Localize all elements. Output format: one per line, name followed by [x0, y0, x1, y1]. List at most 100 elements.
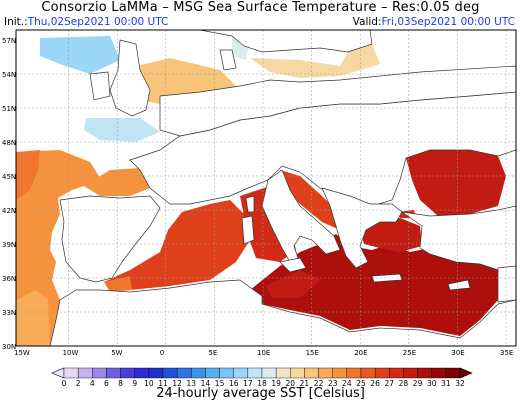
land-sardinia — [241, 215, 255, 245]
sst-alboran — [104, 276, 132, 292]
land-levant — [497, 265, 516, 303]
land-iberia — [59, 195, 161, 283]
latitude-label: 33N — [2, 309, 16, 317]
colorbar-tick-label: 2 — [76, 379, 81, 388]
colorbar-swatch — [304, 367, 319, 379]
colorbar-tick-label: 11 — [158, 379, 168, 388]
colorbar-tick-label: 23 — [328, 379, 338, 388]
valid-time: Valid:Fri,03Sep2021 00:00 UTC — [353, 16, 515, 28]
colorbar-swatch — [417, 367, 432, 379]
colorbar-tick-label: 22 — [314, 379, 324, 388]
colorbar-tick-label: 21 — [300, 379, 310, 388]
init-label: Init.: — [4, 16, 28, 28]
colorbar-min-arrow — [51, 367, 65, 379]
colorbar-swatch — [77, 367, 93, 379]
land-north-europe — [159, 65, 516, 137]
colorbar-tick-label: 19 — [271, 379, 281, 388]
longitude-label: 20E — [354, 349, 367, 357]
sst-atlantic-south — [16, 290, 50, 346]
colorbar-swatch — [162, 367, 178, 379]
colorbar-tick-label: 25 — [356, 379, 366, 388]
colorbar-swatch — [431, 367, 447, 379]
land-denmark — [219, 49, 237, 71]
colorbar-tick-label: 17 — [243, 379, 253, 388]
map-frame — [15, 29, 517, 347]
land-ireland — [89, 71, 111, 101]
longitude-label: 15W — [14, 349, 30, 357]
latitude-label: 45N — [2, 173, 16, 181]
colorbar-tick-label: 15 — [215, 379, 225, 388]
longitude-label: 25E — [403, 349, 416, 357]
land-north-africa — [49, 279, 516, 346]
latitude-label: 51N — [2, 105, 16, 113]
sst-field — [16, 36, 506, 346]
longitude-label: 10W — [63, 349, 79, 357]
colorbar-label: 24-hourly average SST [Celsius] — [156, 386, 365, 401]
colorbar-tick-label: 26 — [370, 379, 380, 388]
colorbar-swatch — [191, 367, 206, 379]
colorbar-swatch — [247, 367, 263, 379]
latitude-label: 30N — [2, 343, 16, 351]
sst-west-med — [104, 200, 250, 290]
colorbar-swatch — [205, 367, 220, 379]
latitude-label: 48N — [2, 139, 16, 147]
colorbar-swatch — [106, 367, 121, 379]
colorbar-swatch — [290, 367, 305, 379]
colorbar-swatch — [346, 367, 362, 379]
land-corsica — [245, 195, 255, 213]
colorbar-tick-label: 9 — [132, 379, 137, 388]
land-crete — [371, 273, 403, 283]
colorbar-swatch — [389, 367, 404, 379]
colorbar-tick-label: 4 — [90, 379, 95, 388]
init-time: Init.:Thu,02Sep2021 00:00 UTC — [4, 16, 168, 28]
latitude-label: 36N — [2, 275, 16, 283]
colorbar-swatch — [332, 367, 348, 379]
colorbar-swatch — [134, 367, 150, 379]
land-sicily — [279, 257, 307, 273]
colorbar-swatch — [403, 367, 418, 379]
colorbar-tick-label: 13 — [187, 379, 197, 388]
colorbar-tick-label: 8 — [118, 379, 123, 388]
land-balkans — [321, 187, 403, 269]
colorbar-swatch — [374, 367, 390, 379]
latitude-label: 39N — [2, 241, 16, 249]
sst-east-med — [250, 234, 500, 336]
graticule — [16, 30, 516, 346]
colorbar-tick-label: 0 — [62, 379, 67, 388]
colorbar-swatch — [445, 367, 461, 379]
colorbar-swatch — [233, 367, 249, 379]
sst-aegean — [360, 218, 422, 252]
land-italy — [261, 169, 341, 263]
land-masses — [49, 30, 516, 346]
colorbar-tick-label: 6 — [104, 379, 109, 388]
longitude-label: 0 — [160, 349, 164, 357]
colorbar-tick-label: 27 — [385, 379, 395, 388]
valid-label: Valid: — [352, 16, 382, 28]
longitude-label: 5W — [111, 349, 122, 357]
latitude-label: 57N — [2, 37, 16, 45]
longitude-label: 5E — [208, 349, 217, 357]
colorbar-tick-label: 20 — [286, 379, 296, 388]
land-cyprus — [447, 279, 471, 291]
colorbar: 0 2 4 6 8 9 10 11 12 13 14 15 16 17 18 19 20 21 22 23 24 25 26… — [51, 367, 473, 388]
colorbar-swatch — [148, 367, 164, 379]
sst-atlantic-north — [16, 150, 40, 200]
colorbar-swatch — [92, 367, 107, 379]
colorbar-tick-label: 30 — [427, 379, 437, 388]
sst-north-atlantic — [40, 36, 120, 74]
colorbar-swatch — [176, 367, 192, 379]
land-scandinavia — [199, 30, 373, 53]
colorbar-max-arrow — [459, 367, 473, 379]
latitude-labels: 57N 54N 51N 48N 45N 42N 39N 36N 33N 30N — [2, 37, 16, 351]
longitude-label: 30E — [451, 349, 464, 357]
sst-adriatic — [280, 170, 340, 230]
colorbar-tick-label: 16 — [229, 379, 239, 388]
sst-black-sea — [406, 150, 506, 216]
colorbar-swatch — [120, 367, 135, 379]
colorbar-swatch — [63, 367, 79, 379]
init-value: Thu,02Sep2021 00:00 UTC — [27, 16, 169, 28]
longitude-label: 10E — [257, 349, 270, 357]
colorbar-tick-label: 10 — [144, 379, 154, 388]
sst-sicily-channel — [266, 270, 320, 298]
